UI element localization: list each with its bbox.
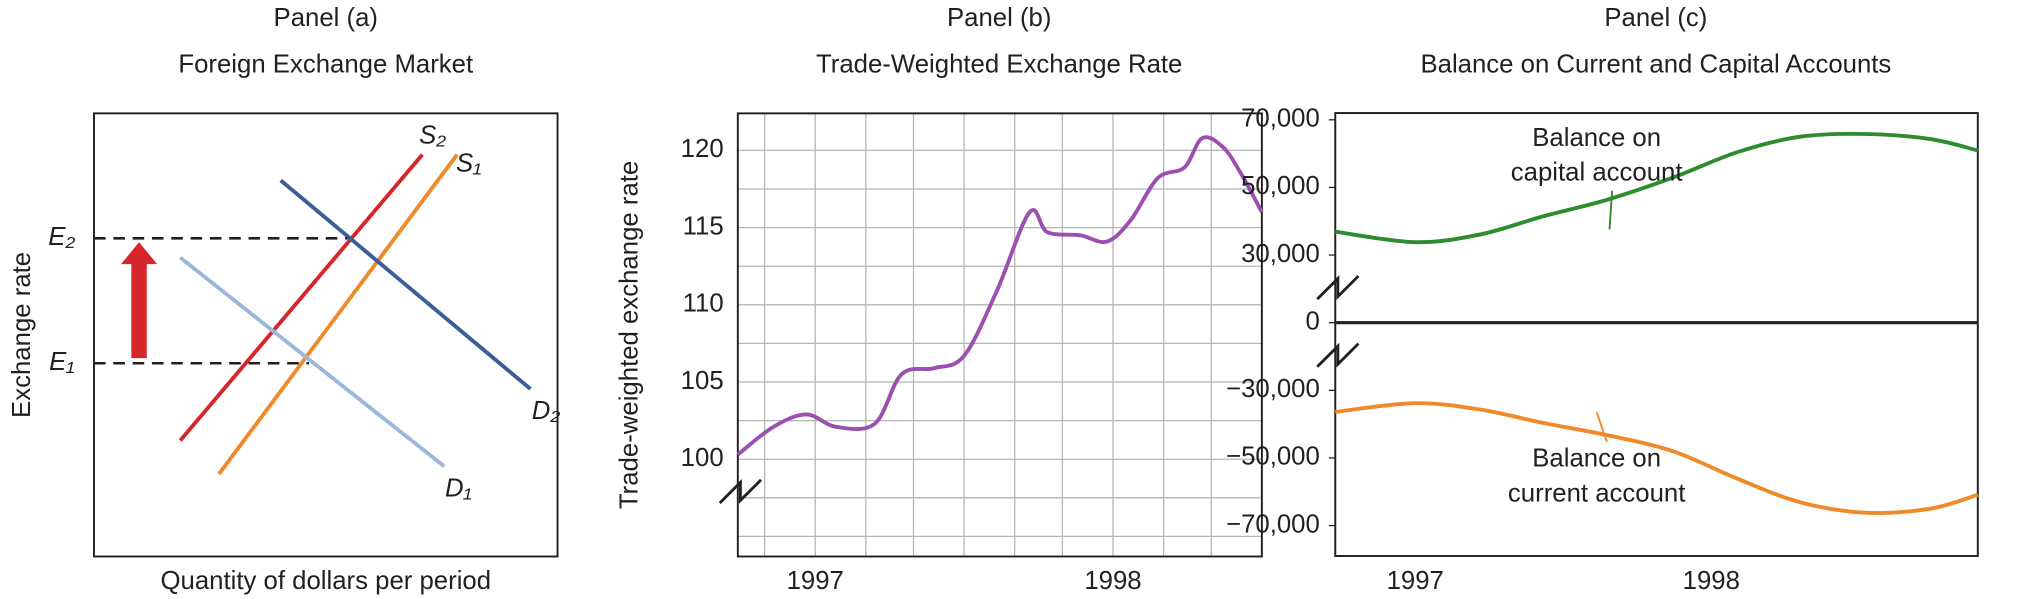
y-tick-label: 0	[1305, 307, 1319, 335]
panel-title: Trade-Weighted Exchange Rate	[816, 50, 1182, 78]
line	[1335, 401, 1979, 515]
plot-frame	[736, 112, 1263, 558]
x-axis-label: Quantity of dollars per period	[160, 567, 491, 595]
axis-break	[1316, 274, 1360, 301]
y-tick-label: 50,000	[1241, 172, 1320, 200]
y-axis-label: Trade-weighted exchange rate	[616, 161, 644, 509]
line	[736, 135, 1264, 457]
level-label: E₂	[48, 223, 75, 251]
curve	[217, 153, 459, 476]
panel-title: Balance on Current and Capital Accounts	[1420, 50, 1891, 78]
annotation: Balance on	[1532, 445, 1661, 473]
panel-label: Panel (a)	[274, 4, 378, 32]
annotation: Balance on	[1532, 124, 1661, 152]
x-tick-label: 1997	[787, 567, 844, 595]
annotation: current account	[1508, 479, 1685, 507]
curve-label: S₁	[456, 150, 481, 178]
curve-label: D₁	[445, 474, 472, 502]
y-tick-label: 110	[683, 290, 724, 318]
panel-label: Panel (b)	[947, 4, 1051, 32]
curve-label: S₂	[419, 121, 446, 149]
y-tick-label: −30,000	[1226, 375, 1320, 403]
line	[1335, 131, 1979, 245]
y-tick-label: 115	[683, 212, 724, 240]
shift-arrow	[121, 242, 158, 359]
y-tick-label: 100	[681, 444, 724, 472]
y-axis-label: Exchange rate	[8, 252, 36, 418]
x-tick-label: 1998	[1683, 567, 1740, 595]
plot-frame	[93, 112, 559, 558]
plot-frame	[1334, 112, 1979, 557]
leader-line	[1595, 411, 1608, 443]
curve	[179, 256, 446, 468]
y-tick-label: −70,000	[1226, 510, 1320, 538]
x-tick-label: 1998	[1084, 567, 1141, 595]
curve-label: D₂	[532, 397, 561, 425]
y-tick-label: 120	[681, 135, 724, 163]
annotation: capital account	[1511, 159, 1683, 187]
curve	[178, 153, 424, 442]
curve	[279, 178, 532, 391]
y-tick-label: 30,000	[1241, 240, 1320, 268]
y-tick-label: 105	[681, 367, 724, 395]
level-label: E₁	[49, 348, 74, 376]
x-tick-label: 1997	[1387, 567, 1444, 595]
panel-title: Foreign Exchange Market	[178, 50, 473, 78]
leader-line	[1608, 190, 1614, 230]
y-tick-label: −50,000	[1226, 443, 1320, 471]
panel-label: Panel (c)	[1604, 4, 1707, 32]
axis-break	[718, 478, 762, 505]
y-tick-label: 70,000	[1241, 105, 1320, 133]
axis-break	[1316, 342, 1360, 368]
